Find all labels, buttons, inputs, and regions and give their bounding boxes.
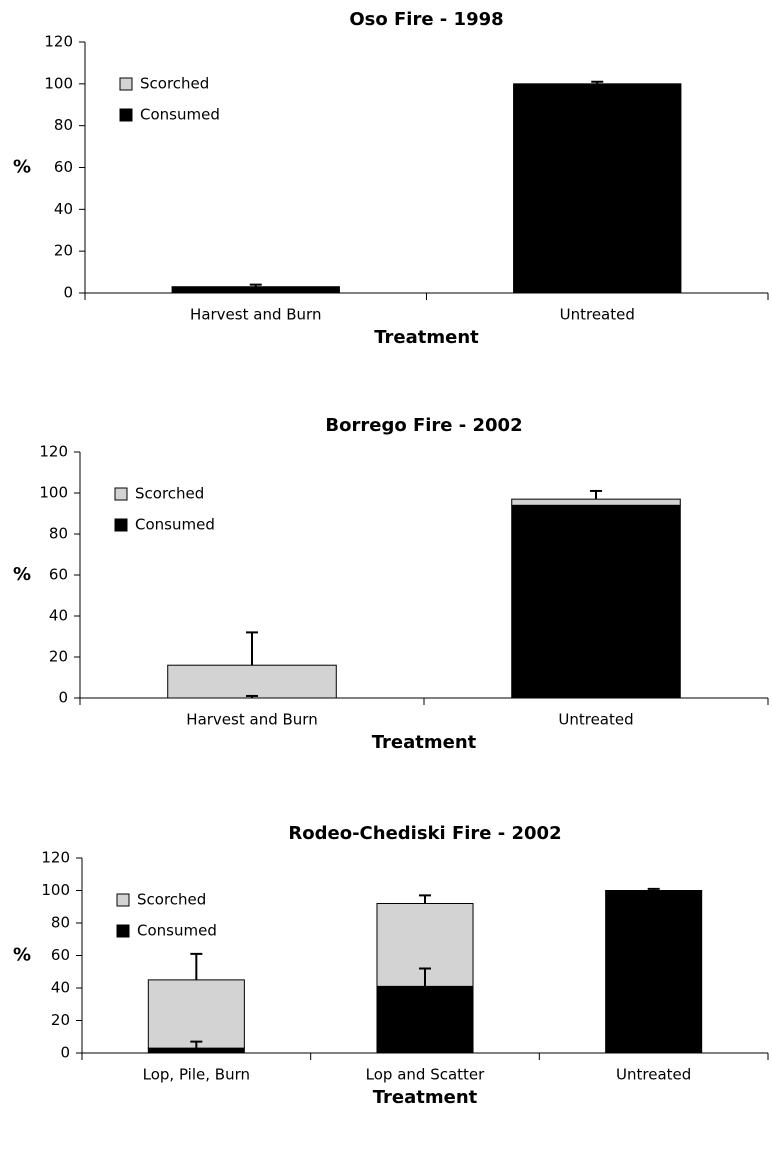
error-bar [246,694,258,698]
y-tick-label: 0 [60,1044,70,1062]
error-bar [190,952,203,980]
y-tick-label: 120 [39,443,68,461]
legend-swatch [114,487,128,501]
legend-swatch [114,518,128,532]
y-axis-label: % [13,945,31,966]
bar-segment [513,83,682,294]
y-tick-label: 0 [58,689,68,707]
bar-segment [511,504,681,699]
error-bar [419,967,431,987]
y-tick-label: 60 [54,158,73,176]
y-tick-label: 40 [49,607,68,625]
legend-label: Consumed [137,922,217,940]
chart-title: Rodeo-Chediski Fire - 2002 [288,823,561,844]
x-axis-label: Treatment [374,327,479,348]
bar-segment [171,286,340,294]
legend-label: Scorched [140,75,209,93]
bar-segment [147,1047,245,1054]
error-bar [590,489,602,500]
legend-swatch [116,893,130,907]
x-axis-label: Treatment [373,1087,478,1108]
x-axis-label: Treatment [372,732,477,753]
x-tick-label: Harvest and Burn [186,711,317,729]
y-tick-label: 40 [51,979,70,997]
legend-label: Consumed [135,516,215,534]
x-tick-label: Untreated [560,306,635,324]
bar-segment [167,664,337,699]
x-tick-label: Untreated [558,711,633,729]
y-tick-label: 80 [54,116,73,134]
bar-segment [605,890,703,1054]
legend-swatch [116,924,130,938]
y-tick-label: 80 [51,914,70,932]
chart-title: Borrego Fire - 2002 [325,415,522,436]
x-tick-label: Untreated [616,1066,691,1084]
y-tick-label: 100 [44,74,73,92]
error-bar [647,887,660,891]
x-tick-label: Lop and Scatter [366,1066,486,1084]
y-tick-label: 20 [54,242,73,260]
legend-label: Consumed [140,106,220,124]
error-bar [190,1040,203,1049]
legend-label: Scorched [137,891,206,909]
y-tick-label: 20 [49,648,68,666]
x-tick-label: Lop, Pile, Burn [143,1066,250,1084]
error-bar [419,894,431,904]
y-axis-label: % [13,157,31,178]
legend-label: Scorched [135,485,204,503]
y-tick-label: 60 [51,946,70,964]
y-tick-label: 120 [44,33,73,51]
bar-segment [376,985,474,1054]
y-tick-label: 20 [51,1011,70,1029]
y-tick-label: 60 [49,566,68,584]
error-bar [591,80,604,84]
bar-segment [511,498,681,506]
y-axis-label: % [13,564,31,585]
chart-title: Oso Fire - 1998 [349,9,503,30]
y-tick-label: 0 [63,284,73,302]
error-bar [246,631,258,666]
y-tick-label: 100 [41,881,70,899]
legend-swatch [119,77,133,91]
y-tick-label: 100 [39,484,68,502]
y-tick-label: 80 [49,525,68,543]
y-tick-label: 120 [41,849,70,867]
error-bar [249,283,262,287]
y-tick-label: 40 [54,200,73,218]
bar-segment [147,979,245,1049]
legend-swatch [119,108,133,122]
x-tick-label: Harvest and Burn [190,306,321,324]
